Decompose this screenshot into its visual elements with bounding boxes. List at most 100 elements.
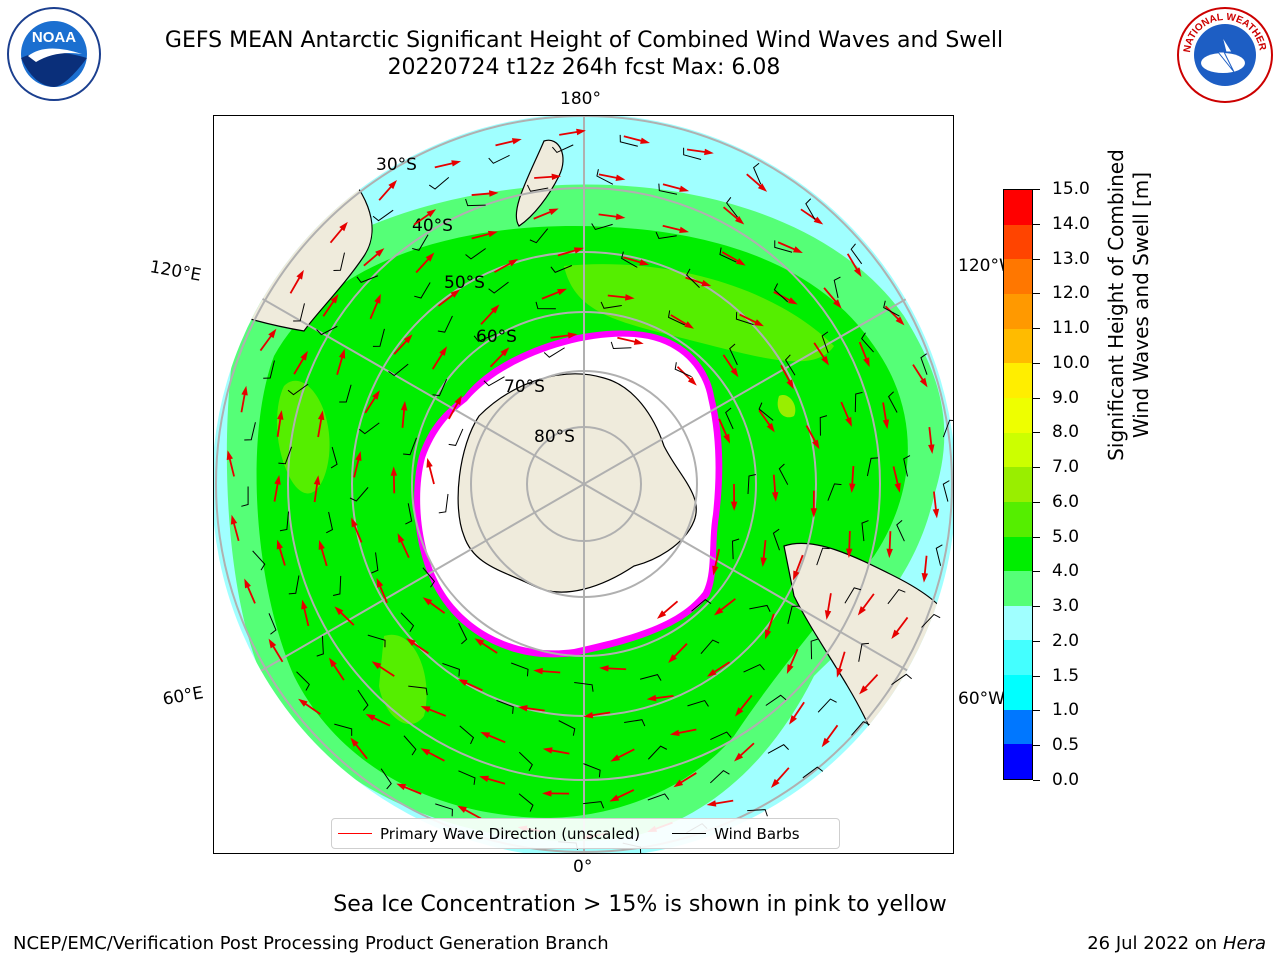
colorbar-segment [1004, 571, 1032, 606]
wind-barb [263, 360, 275, 379]
lat-label-80s: 80°S [534, 427, 575, 447]
wind-barb [357, 689, 369, 711]
wave-arrow-head [760, 557, 767, 567]
wave-arrow-head [640, 137, 650, 144]
wave-arrow-head [679, 226, 689, 234]
wave-direction-arrow [616, 748, 635, 760]
wave-arrow-head [426, 457, 433, 468]
wave-direction-arrow [825, 724, 839, 743]
wind-barb [279, 511, 289, 532]
wave-direction-arrow [426, 707, 447, 717]
wave-arrow-head [723, 433, 730, 444]
wave-arrow-head [244, 578, 251, 589]
lon-label-0: 0° [573, 857, 593, 877]
wave-direction-arrow [329, 226, 344, 244]
wave-arrow-head [334, 606, 344, 616]
colorbar-segment [1004, 605, 1032, 641]
wave-direction-arrow [428, 464, 435, 485]
wave-arrow-head [863, 357, 870, 368]
wave-arrow-head [735, 216, 745, 225]
wind-barb [296, 671, 310, 691]
wave-arrow-head [268, 328, 277, 339]
wind-barb [459, 725, 475, 745]
wave-arrow-head [420, 706, 431, 713]
wave-direction-arrow [933, 491, 938, 512]
wave-arrow-head [599, 665, 609, 672]
wave-direction-arrow [371, 716, 391, 727]
colorbar-segment [1004, 328, 1032, 364]
wave-arrow-head [684, 321, 695, 329]
wind-barb [574, 682, 594, 692]
wave-direction-arrow [713, 799, 734, 805]
wave-arrow-head [754, 319, 764, 327]
wind-barb [658, 183, 678, 195]
colorbar-tick [1033, 675, 1040, 677]
wind-barb [465, 198, 486, 207]
lon-label-60e: 60°E [161, 683, 205, 710]
wind-barb [511, 662, 529, 677]
wind-barb [833, 276, 841, 298]
wind-barb [448, 428, 464, 446]
wave-direction-arrow [676, 728, 697, 735]
colorbar-segment [1004, 397, 1032, 433]
wind-barb [356, 275, 379, 284]
wave-direction-arrow [463, 681, 483, 692]
wave-arrow-head [500, 347, 510, 357]
date-text: 26 Jul 2022 on [1087, 933, 1223, 954]
antarctica-landmass [457, 373, 697, 593]
wave-direction-arrow [541, 290, 561, 300]
wave-arrow-head [450, 289, 460, 298]
wave-arrow-head [687, 376, 697, 386]
wind-barb [380, 768, 392, 790]
wave-arrow-head [454, 395, 462, 406]
colorbar-tick-label: 5.0 [1052, 526, 1080, 547]
wave-arrow-head [425, 252, 435, 262]
wave-direction-arrow [524, 707, 545, 712]
wave-direction-arrow [762, 540, 767, 561]
sea-ice-note: Sea Ice Concentration > 15% is shown in … [333, 892, 947, 917]
wave-arrow-head [241, 385, 248, 396]
wave-direction-arrow [401, 407, 406, 428]
wind-barb [403, 735, 417, 756]
wave-arrow-head [542, 747, 553, 754]
wave-direction-arrow [559, 130, 580, 136]
wind-barb [268, 613, 277, 635]
colorbar-segment [1004, 744, 1032, 779]
wave-arrow-head [355, 451, 362, 462]
lat-label-60s: 60°S [476, 327, 517, 347]
wave-direction-arrow [533, 210, 553, 220]
legend-wind-swatch [672, 833, 707, 834]
wave-arrow-head [706, 668, 717, 677]
map-panel: 30°S 40°S 50°S 60°S 70°S 80°S [213, 115, 954, 854]
wave-arrow-head [813, 216, 824, 225]
wave-direction-arrow [623, 135, 644, 143]
wave-arrow-head [714, 607, 724, 616]
wind-barb [442, 662, 460, 677]
wave-direction-arrow [777, 241, 797, 252]
wave-arrow-head [576, 128, 586, 136]
wave-arrow-head [313, 475, 321, 485]
wave-arrow-head [339, 221, 348, 232]
colorbar-tick-label: 1.5 [1052, 665, 1080, 686]
wave-arrow-head [406, 638, 416, 647]
wind-barb [583, 763, 601, 778]
wave-direction-arrow [485, 777, 506, 785]
wave-direction-arrow [364, 395, 377, 414]
colorbar-tick [1033, 293, 1040, 295]
wind-barb [358, 422, 380, 435]
wave-direction-arrow [848, 530, 851, 552]
wave-arrow-head [488, 190, 499, 197]
wave-direction-arrow [713, 548, 721, 569]
colorbar-tick-label: 6.0 [1052, 491, 1080, 512]
wind-barb [942, 419, 953, 438]
wind-barb [432, 378, 448, 397]
wind-barb [339, 384, 352, 403]
wave-arrow-head [824, 610, 832, 620]
colorbar-tick-label: 8.0 [1052, 422, 1080, 443]
wave-arrow-head [615, 174, 626, 182]
wave-direction-arrow [353, 457, 360, 478]
wind-barb [747, 474, 756, 495]
nws-logo: NATIONAL WEATHER SERVICE [1176, 6, 1273, 103]
wave-direction-arrow [772, 474, 777, 495]
wind-barb [252, 550, 266, 571]
